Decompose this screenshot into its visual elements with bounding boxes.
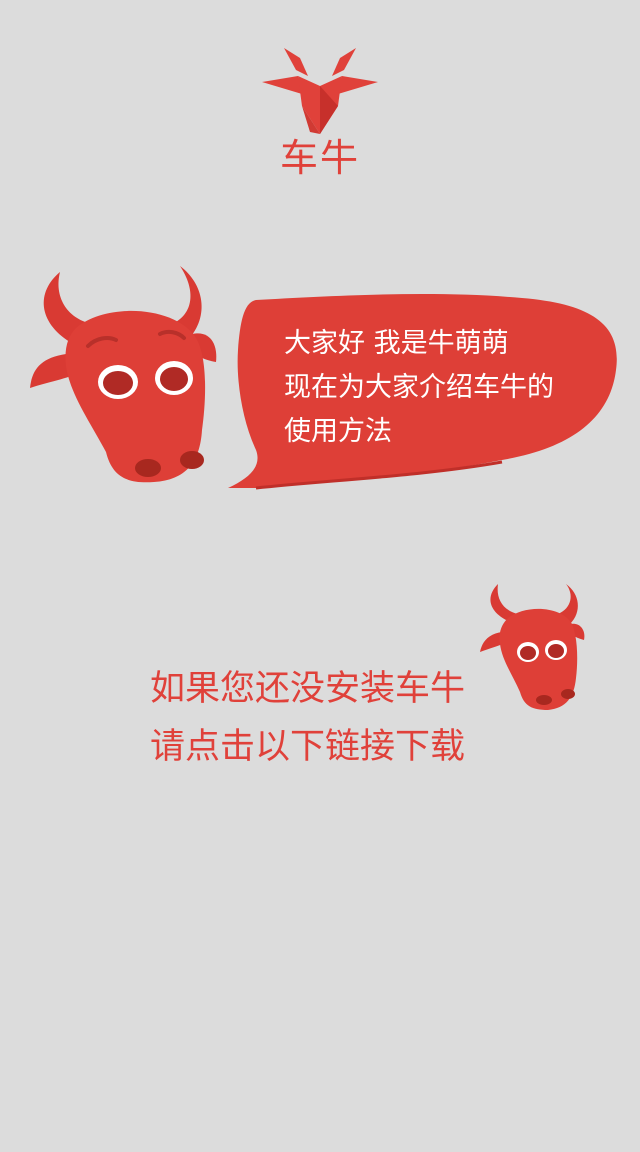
intro-line-2: 现在为大家介绍车牛的 (284, 372, 554, 403)
download-prompt-line-1: 如果您还没安装车牛 (150, 669, 466, 709)
download-prompt: 如果您还没安装车牛 请点击以下链接下载 (150, 660, 490, 776)
intro-line-3: 使用方法 (284, 416, 392, 447)
intro-line-1: 大家好 我是牛萌萌 (284, 328, 509, 359)
speech-bubble (228, 294, 617, 490)
bull-head-logo-icon (262, 48, 378, 134)
intro-message: 大家好 我是牛萌萌 现在为大家介绍车牛的 使用方法 (284, 322, 594, 454)
brand-name: 车牛 (279, 136, 360, 180)
bull-mascot-icon (30, 266, 217, 483)
download-prompt-line-2: 请点击以下链接下载 (150, 727, 466, 767)
bull-mascot-small-icon (480, 584, 585, 710)
